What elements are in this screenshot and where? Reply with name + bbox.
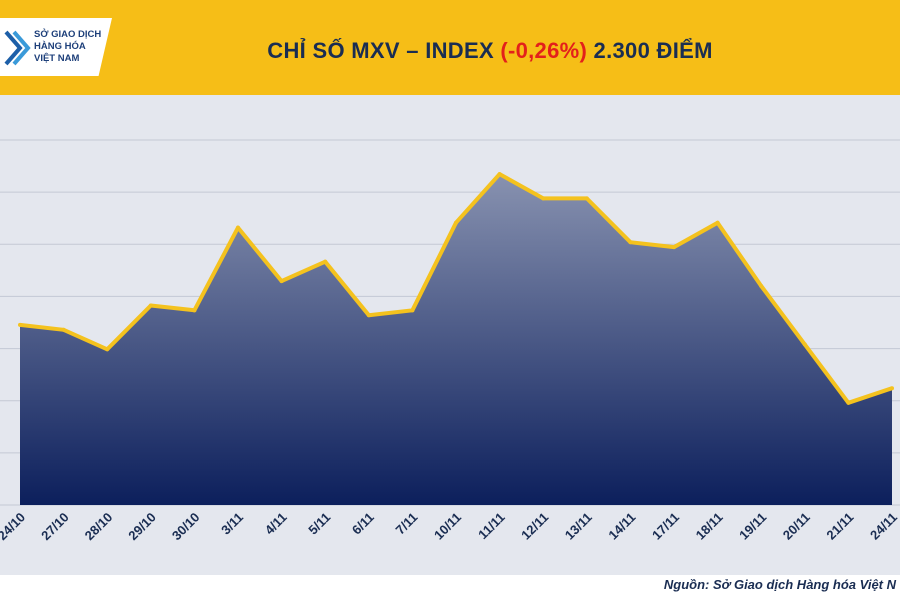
- chart-title: CHỈ SỐ MXV – INDEX (-0,26%) 2.300 ĐIỂM: [130, 38, 850, 64]
- data-point: [672, 245, 676, 250]
- data-point: [105, 347, 110, 352]
- data-point: [584, 196, 589, 201]
- x-tick-label: 19/11: [736, 510, 769, 543]
- data-point: [410, 308, 415, 313]
- data-point: [192, 308, 197, 313]
- x-tick-label: 11/11: [475, 510, 508, 543]
- data-point: [18, 322, 22, 327]
- data-point: [890, 386, 894, 391]
- data-point: [497, 172, 502, 177]
- data-point: [279, 279, 284, 284]
- data-point: [236, 225, 240, 230]
- title-value: 2.300 ĐIỂM: [593, 38, 713, 63]
- data-point: [366, 313, 371, 318]
- data-point: [628, 240, 633, 245]
- x-tick-label: 30/10: [169, 510, 203, 544]
- x-tick-label: 14/11: [605, 510, 638, 543]
- header-banner: SỞ GIAO DỊCH HÀNG HÓA VIỆT NAM CHỈ SỐ MX…: [0, 0, 900, 95]
- data-point: [454, 220, 458, 225]
- title-main: CHỈ SỐ MXV – INDEX: [267, 38, 494, 63]
- data-point: [541, 196, 546, 201]
- x-tick-label: 4/11: [262, 510, 290, 538]
- data-point: [323, 259, 328, 264]
- x-tick-label: 27/10: [38, 510, 72, 544]
- source-note: Nguồn: Sở Giao dịch Hàng hóa Việt N: [663, 577, 896, 592]
- x-tick-label: 24/11: [867, 510, 900, 543]
- title-change: (-0,26%): [500, 38, 588, 63]
- logo-line-1: SỞ GIAO DỊCH: [34, 29, 102, 40]
- data-point: [802, 342, 807, 347]
- x-tick-label: 13/11: [562, 510, 595, 543]
- x-tick-label: 3/11: [218, 510, 246, 538]
- data-point: [61, 327, 66, 332]
- x-tick-label: 24/10: [0, 510, 28, 544]
- data-point: [846, 400, 851, 405]
- data-point: [759, 284, 764, 288]
- x-tick-label: 12/11: [518, 510, 551, 543]
- x-tick-label: 21/11: [823, 510, 856, 543]
- logo-line-2: HÀNG HÓA: [34, 41, 86, 52]
- logo-line-3: VIỆT NAM: [34, 53, 80, 64]
- data-point: [715, 220, 720, 225]
- x-tick-label: 28/10: [82, 510, 116, 544]
- x-tick-label: 6/11: [349, 510, 377, 538]
- x-tick-label: 7/11: [393, 510, 421, 538]
- x-tick-label: 29/10: [125, 510, 159, 544]
- x-tick-label: 17/11: [649, 510, 682, 543]
- logo-text: SỞ GIAO DỊCH HÀNG HÓA VIỆT NAM: [34, 29, 114, 65]
- data-point: [148, 303, 153, 308]
- x-tick-label: 18/11: [693, 510, 726, 543]
- series-area: [20, 174, 892, 505]
- x-tick-label: 10/11: [431, 510, 464, 543]
- logo-icon: [4, 30, 31, 66]
- x-tick-label: 20/11: [780, 510, 813, 543]
- x-tick-label: 5/11: [305, 510, 333, 538]
